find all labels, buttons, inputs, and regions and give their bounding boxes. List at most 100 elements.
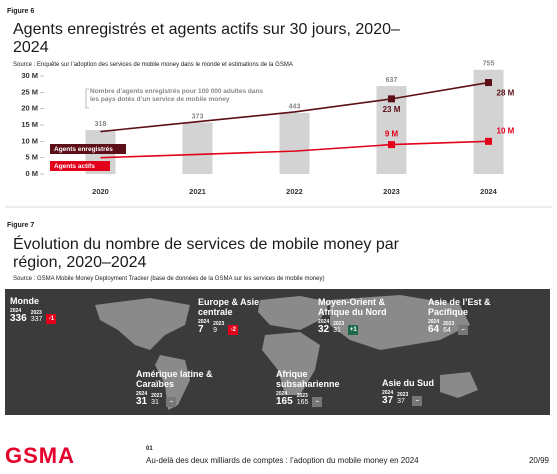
- change-badge: -1: [46, 314, 57, 324]
- value-2024: 2024 64: [428, 319, 439, 335]
- region-values: 2024 165 2023 165–: [276, 391, 371, 407]
- value-2024: 2024 31: [136, 391, 147, 407]
- region-card: Europe & Asie centrale 2024 7 2023 9 -2: [198, 297, 268, 335]
- year-label: 2023: [213, 321, 225, 327]
- value-label: 10 M: [497, 126, 515, 135]
- year-label: 2023: [333, 321, 345, 327]
- value-2023: 2023 337: [31, 310, 43, 324]
- value: 31: [333, 327, 341, 334]
- page-number: 20/99: [528, 456, 549, 465]
- bar: [279, 112, 310, 174]
- region-card: Afrique subsaharienne 2024 165 2023 165–: [276, 369, 371, 407]
- y-tick-label: 15 M: [21, 120, 38, 129]
- value: 337: [30, 316, 43, 323]
- value-2023: 2023 165: [297, 393, 309, 407]
- region-card: Amérique latine & Caraïbes 2024 31 2023 31–: [136, 369, 231, 407]
- value: 7: [198, 324, 204, 335]
- legend-swatch: [50, 144, 126, 154]
- bar-label: 637: [386, 77, 398, 84]
- year-label: 2024: [318, 319, 330, 325]
- region-card: Moyen-Orient & Afrique du Nord 2024 32 2023…: [318, 297, 418, 335]
- value-label: 23 M: [383, 105, 401, 114]
- year-label: 2023: [30, 310, 42, 316]
- y-tick-label: 30 M: [21, 71, 38, 80]
- annotation-bracket: [85, 88, 89, 109]
- bar-label: 443: [289, 104, 301, 111]
- year-label: 2024: [382, 390, 394, 396]
- value-2024: 2024 7: [198, 319, 209, 335]
- chart-source: Source : Enquête sur l’adoption des serv…: [13, 62, 293, 68]
- region-values: 2024 7 2023 9 -2: [198, 319, 268, 335]
- change-badge: -2: [228, 325, 239, 335]
- region-values: 2024 336 2023 337 -1: [10, 308, 70, 324]
- north-america: [95, 298, 190, 350]
- y-tick-label: 20 M: [21, 104, 38, 113]
- region-values: 2024 32 2023 31 +1: [318, 319, 418, 335]
- line: [100, 81, 489, 133]
- asia: [330, 295, 470, 350]
- value-2024: 2024 165: [276, 391, 293, 407]
- y-tick-label: 5 M: [25, 153, 38, 162]
- year-label: 2023: [397, 392, 409, 398]
- value: 64: [428, 324, 440, 335]
- value: 32: [318, 324, 330, 335]
- change-badge: +1: [348, 325, 359, 335]
- bar-label: 755: [483, 61, 495, 68]
- change-badge: –: [166, 397, 177, 407]
- year-label: 2024: [428, 319, 440, 325]
- change-badge: –: [412, 396, 423, 406]
- year-label: 2023: [296, 393, 308, 399]
- figure-source: Source : GSMA Mobile Money Deployment Tr…: [13, 276, 325, 282]
- region-values: 2024 31 2023 31–: [136, 391, 231, 407]
- year-label: 2024: [10, 308, 22, 314]
- region-card: Monde 2024 336 2023 337 -1: [10, 296, 70, 324]
- region-name: Amérique latine & Caraïbes: [136, 369, 213, 389]
- point-marker: [485, 137, 492, 145]
- change-badge: –: [312, 397, 323, 407]
- region-name: Europe & Asie centrale: [198, 297, 260, 317]
- value-2023: 2023 31: [151, 393, 162, 407]
- x-tick-label: 2021: [189, 187, 206, 196]
- figure-label: Figure 7: [7, 222, 35, 229]
- value: 9: [213, 327, 218, 334]
- value: 336: [10, 313, 27, 324]
- point-marker: [388, 95, 395, 103]
- region-card: Asie de l’Est & Pacifique 2024 64 2023 64–: [428, 297, 508, 335]
- region-card: Asie du Sud 2024 37 2023 37–: [382, 378, 472, 406]
- figure-title: Évolution du nombre de services de mobil…: [13, 236, 399, 271]
- bar-label: 318: [95, 121, 107, 128]
- y-tick-label: 25 M: [21, 87, 38, 96]
- year-label: 2024: [136, 391, 148, 397]
- point-marker: [485, 79, 492, 87]
- value: 165: [296, 399, 309, 406]
- y-tick-label: 10 M: [21, 136, 38, 145]
- value-2023: 2023 9: [213, 321, 224, 335]
- section-number: 01: [146, 446, 153, 452]
- bar-label: 373: [192, 113, 204, 120]
- region-name: Asie de l’Est & Pacifique: [428, 297, 491, 317]
- bar: [473, 69, 504, 174]
- value-2023: 2023 37: [397, 392, 408, 406]
- value: 31: [151, 399, 159, 406]
- point-marker: [388, 141, 395, 149]
- bar: [182, 122, 213, 174]
- x-tick-label: 2020: [92, 187, 109, 196]
- africa: [262, 332, 320, 395]
- x-tick-label: 2024: [480, 187, 498, 196]
- value-2023: 2023 64: [443, 321, 454, 335]
- region-name: Moyen-Orient & Afrique du Nord: [318, 297, 387, 317]
- value-2024: 2024 37: [382, 390, 393, 406]
- world-map: [5, 289, 550, 415]
- logo: GSMA: [5, 443, 75, 468]
- legend-swatch: [50, 161, 110, 171]
- value-2024: 2024 32: [318, 319, 329, 335]
- europe: [258, 296, 330, 330]
- x-tick-label: 2022: [286, 187, 303, 196]
- value-2024: 2024 336: [10, 308, 27, 324]
- year-label: 2024: [276, 391, 288, 397]
- y-tick-label: 0 M: [25, 169, 38, 178]
- value-label: 28 M: [497, 89, 515, 98]
- year-label: 2023: [443, 321, 455, 327]
